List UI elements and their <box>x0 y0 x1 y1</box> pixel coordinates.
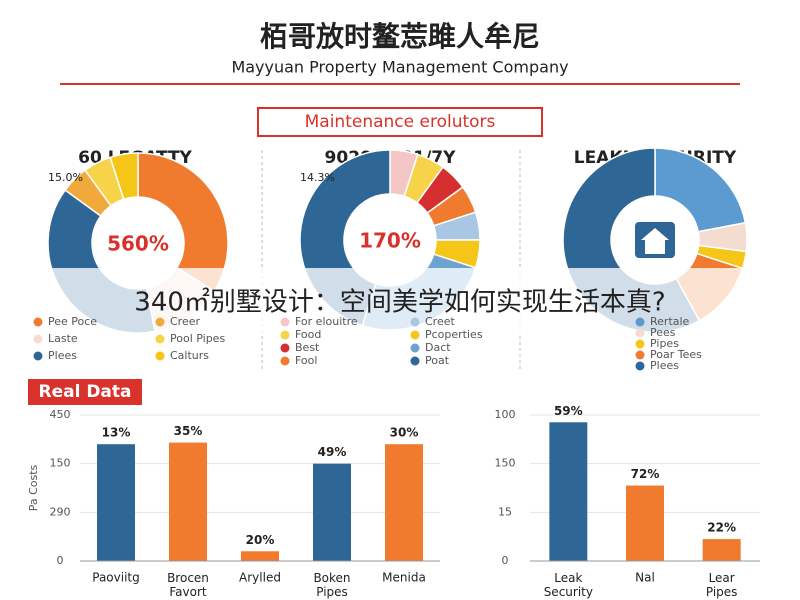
section-title: Real Data <box>38 382 131 402</box>
y-tick-label: 15 <box>498 505 512 518</box>
y-tick-label: 100 <box>495 408 516 421</box>
legend-marker <box>33 317 43 327</box>
x-tick-line: Pipes <box>316 585 348 599</box>
bar <box>97 444 135 561</box>
legend-marker <box>155 317 165 327</box>
legend-label: Pees <box>650 326 676 339</box>
x-tick-line: Favort <box>169 585 207 599</box>
legend-marker <box>635 328 645 338</box>
bar <box>549 422 588 561</box>
center-label: 560% <box>107 232 169 256</box>
legend-label: Food <box>295 328 321 341</box>
legend-marker <box>33 334 43 344</box>
x-tick-label: Leak Security <box>544 571 593 599</box>
legend-marker <box>635 361 645 371</box>
y-axis-title: Pa Costs <box>27 464 40 511</box>
legend-marker <box>280 330 290 340</box>
legend-marker <box>410 317 420 327</box>
legends: Pee Poce Laste Plees Creer Pool Pipes Calturs… <box>33 315 702 372</box>
donut-center <box>350 200 430 280</box>
x-tick-line: Lear <box>709 571 735 585</box>
banner-band <box>0 268 800 334</box>
section-badge <box>257 107 543 137</box>
x-tick-line: Boken <box>313 571 350 585</box>
legend-marker <box>635 350 645 360</box>
x-tick-line: Leak <box>554 571 582 585</box>
slice-label: 14.3% <box>300 171 335 184</box>
legend-label: Rertale <box>650 315 690 328</box>
center-label: 170% <box>359 229 421 253</box>
subtitle: Mayyuan Property Management Company <box>231 58 568 77</box>
legend-marker <box>280 317 290 327</box>
slice-label: 15.0% <box>48 171 83 184</box>
legend-label: Best <box>295 341 320 354</box>
x-tick-line: Security <box>544 585 593 599</box>
y-tick-label: 450 <box>50 408 71 421</box>
x-tick-label: Menida <box>382 571 426 585</box>
banner-text: 340㎡别墅设计：空间美学如何实现生活本真? <box>134 288 665 318</box>
legend-label: Dact <box>425 341 451 354</box>
legend-label: Pipes <box>650 337 679 350</box>
donut-slice <box>109 152 139 201</box>
legend-marker <box>280 343 290 353</box>
title: 栢哥放时鳌莣雎人牟尼 <box>260 20 540 53</box>
bar <box>169 442 207 561</box>
legend-label: Pcoperties <box>425 328 483 341</box>
y-tick-label: 0 <box>57 554 64 567</box>
legend-marker <box>155 351 165 361</box>
legend-marker <box>280 356 290 366</box>
bar <box>241 551 279 561</box>
legend-label: Plees <box>650 359 679 372</box>
donut-center <box>98 203 178 283</box>
section-title: Maintenance erolutors <box>305 112 496 132</box>
legend-label: For elouitre <box>295 315 358 328</box>
legend-label: Calturs <box>170 349 209 362</box>
data-label: 49% <box>318 445 347 459</box>
legend-marker <box>155 334 165 344</box>
legend-marker <box>33 351 43 361</box>
y-tick-label: 150 <box>50 457 71 470</box>
bar <box>313 463 351 561</box>
legend-label: Fool <box>295 354 317 367</box>
x-tick-label: Brocen Favort <box>167 571 209 599</box>
legend-marker <box>635 317 645 327</box>
legend-label: Poat <box>425 354 450 367</box>
x-tick-label: Paoviitg <box>92 571 139 585</box>
x-tick-label: Arylled <box>239 571 281 585</box>
data-label: 59% <box>554 404 583 418</box>
house-icon <box>641 228 669 254</box>
legend-marker <box>410 343 420 353</box>
data-label: 72% <box>631 467 660 481</box>
legend-marker <box>635 339 645 349</box>
legend-label: Pool Pipes <box>170 332 225 345</box>
x-tick-label: Lear Pipes <box>706 571 738 599</box>
bar <box>385 444 423 561</box>
data-label: 22% <box>707 521 736 535</box>
data-label: 20% <box>246 533 275 547</box>
legend-label: Plees <box>48 349 77 362</box>
y-tick-label: 0 <box>502 554 509 567</box>
legend-label: Laste <box>48 332 78 345</box>
x-tick-line: Pipes <box>706 585 738 599</box>
legend-marker <box>410 356 420 366</box>
data-label: 13% <box>102 426 131 440</box>
data-label: 35% <box>174 424 203 438</box>
legend-label: Poar Tees <box>650 348 702 361</box>
y-tick-label: 290 <box>50 505 71 518</box>
bar <box>626 485 664 561</box>
legend-label: Creer <box>170 315 200 328</box>
legend-marker <box>410 330 420 340</box>
x-tick-label: Nal <box>635 571 655 585</box>
section-badge <box>28 379 142 405</box>
data-label: 30% <box>390 426 419 440</box>
legend-label: Creet <box>425 315 455 328</box>
legend-label: Pee Poce <box>48 315 97 328</box>
y-tick-label: 150 <box>495 457 516 470</box>
x-tick-line: Brocen <box>167 571 209 585</box>
bar <box>702 539 741 561</box>
x-tick-label: Boken Pipes <box>313 571 350 599</box>
